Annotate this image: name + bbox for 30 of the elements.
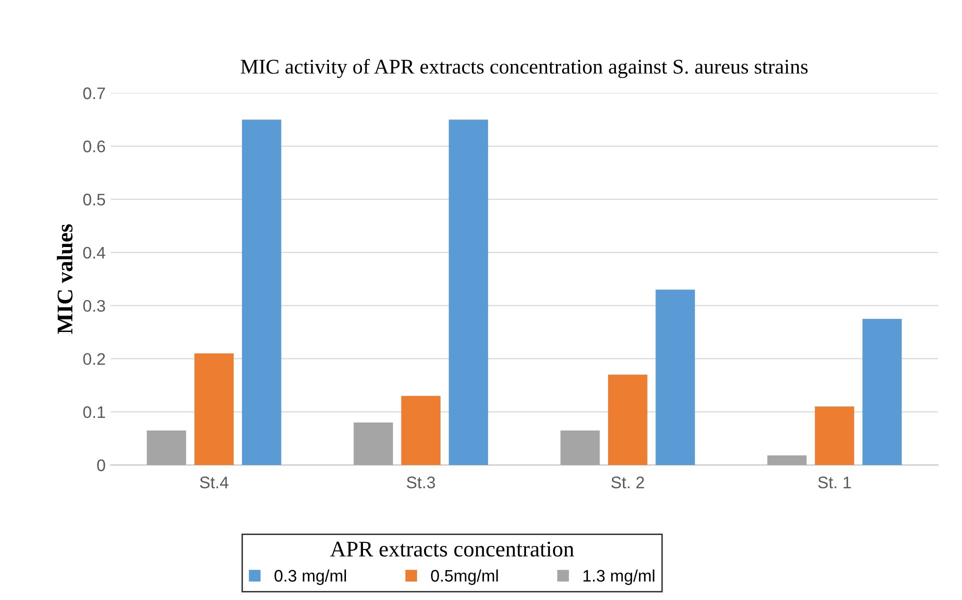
legend-label: 0.5mg/ml	[431, 569, 498, 585]
bar	[814, 406, 854, 465]
bar	[608, 374, 648, 465]
x-tick-label: St.4	[200, 476, 228, 488]
y-tick-label: 0.5	[83, 194, 106, 206]
bar	[401, 396, 441, 465]
bar	[242, 120, 282, 465]
bar	[448, 120, 488, 465]
bar	[560, 430, 600, 465]
x-tick-label: St.3	[406, 476, 435, 488]
legend-label: 0.3 mg/ml	[274, 569, 346, 585]
y-tick-label: 0.3	[83, 300, 106, 312]
bar	[862, 318, 902, 465]
legend-title: APR extracts concentration	[330, 542, 574, 557]
bar	[354, 422, 393, 465]
bar	[656, 290, 695, 465]
x-tick-label: St. 2	[611, 476, 644, 488]
bar	[767, 455, 807, 465]
y-tick-label: 0.6	[83, 140, 106, 152]
y-tick-label: 0.4	[83, 246, 106, 259]
legend-label: 1.3 mg/ml	[584, 569, 654, 585]
bar	[194, 353, 234, 465]
y-tick-label: 0.7	[83, 87, 105, 100]
y-tick-label: 0.2	[83, 353, 105, 365]
bar	[146, 430, 186, 465]
y-axis-title: MIC values	[56, 224, 73, 334]
y-tick-label: 0.1	[83, 406, 105, 418]
x-tick-label: St. 1	[818, 476, 851, 488]
chart-title: MIC activity of APR extracts concentration against S. aureus strains	[240, 58, 808, 78]
y-tick-label: 0	[97, 459, 106, 472]
